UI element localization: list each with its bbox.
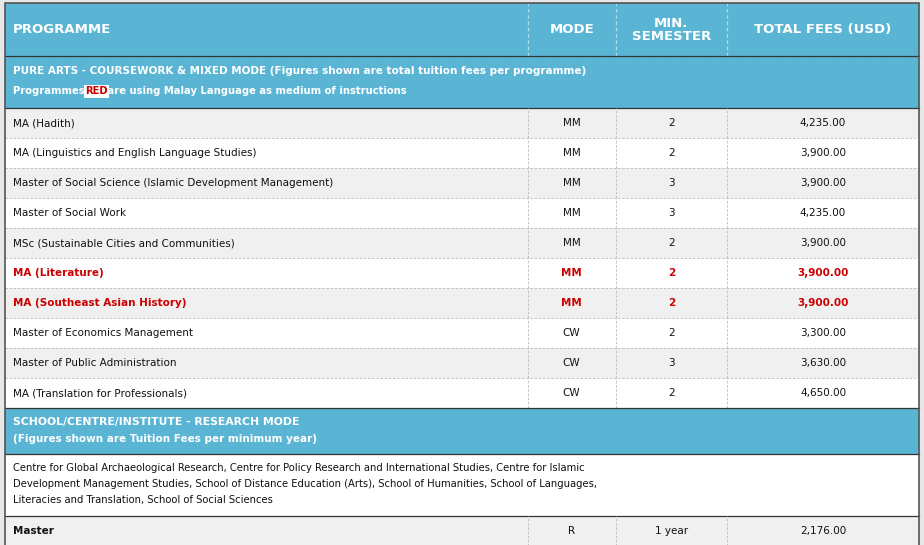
Text: Master of Economics Management: Master of Economics Management xyxy=(13,328,193,338)
Text: 3: 3 xyxy=(668,178,675,188)
Bar xyxy=(5,138,919,168)
Text: MM: MM xyxy=(563,178,580,188)
Text: 3,900.00: 3,900.00 xyxy=(800,178,846,188)
Text: CW: CW xyxy=(563,358,580,368)
Text: MIN.: MIN. xyxy=(654,17,688,30)
Text: Master of Social Science (Islamic Development Management): Master of Social Science (Islamic Develo… xyxy=(13,178,334,188)
Bar xyxy=(5,408,919,454)
Text: 2,176.00: 2,176.00 xyxy=(800,526,846,536)
Text: Master: Master xyxy=(13,526,54,536)
Text: R: R xyxy=(568,526,576,536)
Text: MA (Translation for Professionals): MA (Translation for Professionals) xyxy=(13,388,187,398)
Text: 3: 3 xyxy=(668,208,675,218)
Text: are using Malay Language as medium of instructions: are using Malay Language as medium of in… xyxy=(103,86,407,96)
Text: SCHOOL/CENTRE/INSTITUTE - RESEARCH MODE: SCHOOL/CENTRE/INSTITUTE - RESEARCH MODE xyxy=(13,417,299,427)
Bar xyxy=(5,348,919,378)
Text: 3,900.00: 3,900.00 xyxy=(797,298,849,308)
Text: 3: 3 xyxy=(668,358,675,368)
Text: Programmes in: Programmes in xyxy=(13,86,103,96)
Text: 4,650.00: 4,650.00 xyxy=(800,388,846,398)
Text: MA (Hadith): MA (Hadith) xyxy=(13,118,75,128)
Text: MA (Linguistics and English Language Studies): MA (Linguistics and English Language Stu… xyxy=(13,148,257,158)
Bar xyxy=(5,168,919,198)
Bar xyxy=(5,108,919,138)
Bar xyxy=(5,258,919,288)
Text: MA (Literature): MA (Literature) xyxy=(13,268,103,278)
Text: Master of Social Work: Master of Social Work xyxy=(13,208,126,218)
Bar xyxy=(5,378,919,408)
Text: MM: MM xyxy=(563,238,580,248)
Text: Literacies and Translation, School of Social Sciences: Literacies and Translation, School of So… xyxy=(13,495,273,505)
Text: PROGRAMME: PROGRAMME xyxy=(13,23,111,36)
Text: 2: 2 xyxy=(668,298,675,308)
Text: 2: 2 xyxy=(668,148,675,158)
Bar xyxy=(5,228,919,258)
Text: 2: 2 xyxy=(668,238,675,248)
Text: SEMESTER: SEMESTER xyxy=(632,30,711,43)
Text: MODE: MODE xyxy=(549,23,594,36)
Text: MM: MM xyxy=(563,208,580,218)
Text: Master of Public Administration: Master of Public Administration xyxy=(13,358,176,368)
Text: 3,900.00: 3,900.00 xyxy=(797,268,849,278)
Bar xyxy=(5,198,919,228)
Text: 2: 2 xyxy=(668,328,675,338)
Text: 2: 2 xyxy=(668,268,675,278)
Text: 3,630.00: 3,630.00 xyxy=(800,358,846,368)
Text: MSc (Sustainable Cities and Communities): MSc (Sustainable Cities and Communities) xyxy=(13,238,235,248)
Bar xyxy=(5,516,919,545)
Text: (Figures shown are Tuition Fees per minimum year): (Figures shown are Tuition Fees per mini… xyxy=(13,434,317,444)
Text: 3,300.00: 3,300.00 xyxy=(800,328,846,338)
Text: CW: CW xyxy=(563,328,580,338)
Text: PURE ARTS - COURSEWORK & MIXED MODE (Figures shown are total tuition fees per pr: PURE ARTS - COURSEWORK & MIXED MODE (Fig… xyxy=(13,66,586,76)
Text: MM: MM xyxy=(563,148,580,158)
Text: MM: MM xyxy=(563,118,580,128)
Text: TOTAL FEES (USD): TOTAL FEES (USD) xyxy=(754,23,892,36)
Bar xyxy=(5,56,919,108)
Text: 4,235.00: 4,235.00 xyxy=(800,208,846,218)
Bar xyxy=(5,318,919,348)
Text: CW: CW xyxy=(563,388,580,398)
Text: RED: RED xyxy=(85,86,108,96)
Text: 3,900.00: 3,900.00 xyxy=(800,148,846,158)
Text: 2: 2 xyxy=(668,388,675,398)
Bar xyxy=(5,3,919,56)
Text: Development Management Studies, School of Distance Education (Arts), School of H: Development Management Studies, School o… xyxy=(13,479,597,489)
Text: MA (Southeast Asian History): MA (Southeast Asian History) xyxy=(13,298,187,308)
Text: MM: MM xyxy=(561,298,582,308)
Text: 2: 2 xyxy=(668,118,675,128)
Text: 3,900.00: 3,900.00 xyxy=(800,238,846,248)
Text: 1 year: 1 year xyxy=(655,526,687,536)
Text: 4,235.00: 4,235.00 xyxy=(800,118,846,128)
Bar xyxy=(5,288,919,318)
Text: MM: MM xyxy=(561,268,582,278)
Bar xyxy=(5,454,919,516)
Text: Centre for Global Archaeological Research, Centre for Policy Research and Intern: Centre for Global Archaeological Researc… xyxy=(13,463,585,473)
